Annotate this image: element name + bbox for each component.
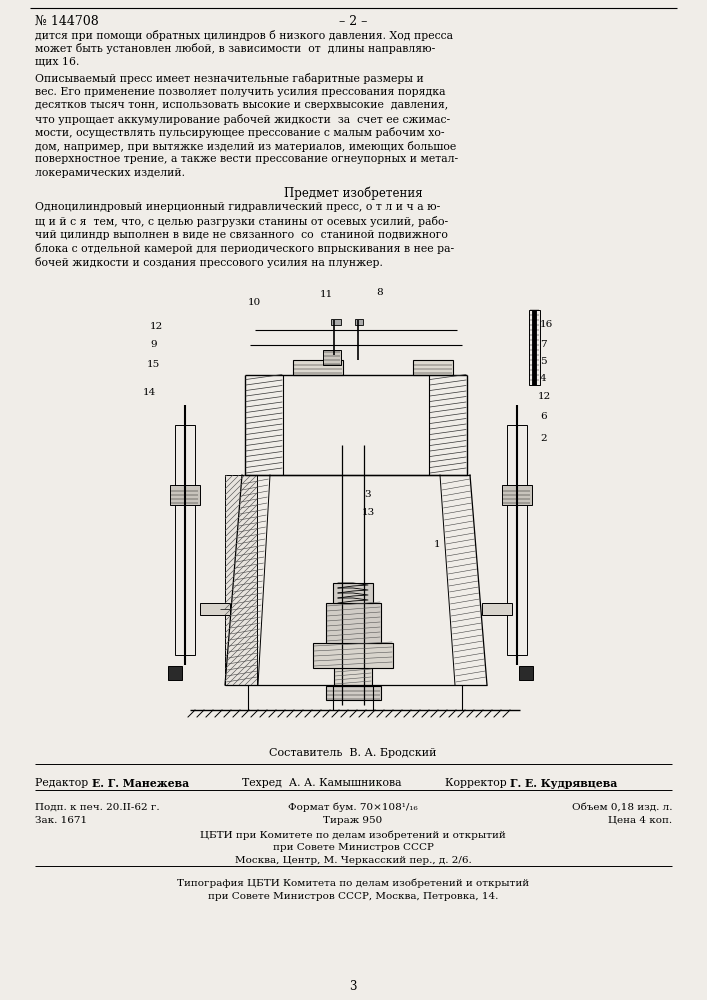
Text: Предмет изобретения: Предмет изобретения bbox=[284, 186, 422, 200]
Text: щ и й с я  тем, что, с целью разгрузки станины от осевых усилий, рабо-: щ и й с я тем, что, с целью разгрузки ст… bbox=[35, 216, 448, 227]
Text: 7: 7 bbox=[540, 340, 547, 349]
Bar bbox=[293, 360, 343, 375]
Text: 9: 9 bbox=[150, 340, 157, 349]
Text: Цена 4 коп.: Цена 4 коп. bbox=[608, 816, 672, 825]
Text: Одноцилиндровый инерционный гидравлический пресс, о т л и ч а ю-: Одноцилиндровый инерционный гидравлическ… bbox=[35, 202, 440, 213]
Bar bbox=[331, 319, 341, 325]
Text: 14: 14 bbox=[143, 388, 156, 397]
Text: дится при помощи обратных цилиндров б низкого давления. Ход пресса: дится при помощи обратных цилиндров б ни… bbox=[35, 30, 453, 41]
Text: Составитель  В. А. Бродский: Составитель В. А. Бродский bbox=[269, 748, 437, 758]
Text: Москва, Центр, М. Черкасский пер., д. 2/6.: Москва, Центр, М. Черкасский пер., д. 2/… bbox=[235, 856, 472, 865]
Text: № 144708: № 144708 bbox=[35, 15, 99, 28]
Text: Типография ЦБТИ Комитета по делам изобретений и открытий: Типография ЦБТИ Комитета по делам изобре… bbox=[177, 879, 529, 888]
Text: 13: 13 bbox=[362, 508, 375, 517]
Text: Подп. к печ. 20.II-62 г.: Подп. к печ. 20.II-62 г. bbox=[35, 803, 160, 812]
Text: 12: 12 bbox=[150, 322, 163, 331]
Bar bbox=[323, 350, 341, 365]
Text: 16: 16 bbox=[540, 320, 554, 329]
Text: Описываемый пресс имеет незначительные габаритные размеры и: Описываемый пресс имеет незначительные г… bbox=[35, 74, 423, 85]
Text: 3: 3 bbox=[349, 980, 357, 993]
Text: 10: 10 bbox=[248, 298, 262, 307]
Bar bbox=[225, 475, 257, 685]
Bar bbox=[529, 310, 540, 385]
Text: поверхностное трение, а также вести прессование огнеупорных и метал-: поверхностное трение, а также вести прес… bbox=[35, 154, 458, 164]
Text: локерамических изделий.: локерамических изделий. bbox=[35, 168, 185, 178]
Bar bbox=[482, 603, 512, 615]
Bar bbox=[200, 603, 230, 615]
Text: блока с отдельной камерой для периодического впрыскивания в нее ра-: блока с отдельной камерой для периодичес… bbox=[35, 243, 454, 254]
Text: 12: 12 bbox=[538, 392, 551, 401]
Text: Корректор: Корректор bbox=[445, 778, 514, 788]
Text: десятков тысяч тонн, использовать высокие и сверхвысокие  давления,: десятков тысяч тонн, использовать высоки… bbox=[35, 101, 448, 110]
Text: Объем 0,18 изд. л.: Объем 0,18 изд. л. bbox=[571, 803, 672, 812]
Text: щих 16.: щих 16. bbox=[35, 57, 79, 67]
Text: 2: 2 bbox=[540, 434, 547, 443]
Bar bbox=[326, 603, 381, 643]
Bar bbox=[502, 485, 532, 505]
Text: Тираж 950: Тираж 950 bbox=[323, 816, 382, 825]
Text: ЦБТИ при Комитете по делам изобретений и открытий: ЦБТИ при Комитете по делам изобретений и… bbox=[200, 830, 506, 840]
Text: 6: 6 bbox=[540, 412, 547, 421]
Bar bbox=[507, 425, 527, 655]
Bar bbox=[519, 666, 533, 680]
Text: вес. Его применение позволяет получить усилия прессования порядка: вес. Его применение позволяет получить у… bbox=[35, 87, 445, 97]
Text: 8: 8 bbox=[376, 288, 382, 297]
Text: чий цилиндр выполнен в виде не связанного  со  станиной подвижного: чий цилиндр выполнен в виде не связанног… bbox=[35, 230, 448, 239]
Text: Техред  А. А. Камышникова: Техред А. А. Камышникова bbox=[242, 778, 402, 788]
Bar bbox=[334, 668, 372, 686]
Text: 5: 5 bbox=[540, 357, 547, 366]
Text: Редактор: Редактор bbox=[35, 778, 92, 788]
Text: при Совете Министров СССР: при Совете Министров СССР bbox=[273, 843, 433, 852]
Bar bbox=[313, 643, 393, 668]
Bar bbox=[168, 666, 182, 680]
Bar bbox=[413, 360, 453, 375]
Text: Формат бум. 70×108¹/₁₆: Формат бум. 70×108¹/₁₆ bbox=[288, 803, 418, 812]
Text: что упрощает аккумулирование рабочей жидкости  за  счет ее сжимас-: что упрощает аккумулирование рабочей жид… bbox=[35, 114, 450, 125]
Text: бочей жидкости и создания прессового усилия на плунжер.: бочей жидкости и создания прессового уси… bbox=[35, 256, 383, 267]
Text: мости, осуществлять пульсирующее прессование с малым рабочим хо-: мости, осуществлять пульсирующее прессов… bbox=[35, 127, 445, 138]
Bar bbox=[175, 425, 195, 655]
Text: 4: 4 bbox=[540, 374, 547, 383]
Text: 15: 15 bbox=[147, 360, 160, 369]
Text: Г. Е. Кудрявцева: Г. Е. Кудрявцева bbox=[510, 778, 617, 789]
Bar bbox=[355, 319, 363, 325]
Text: дом, например, при вытяжке изделий из материалов, имеющих большое: дом, например, при вытяжке изделий из ма… bbox=[35, 141, 456, 152]
Bar bbox=[170, 485, 200, 505]
Text: при Совете Министров СССР, Москва, Петровка, 14.: при Совете Министров СССР, Москва, Петро… bbox=[208, 892, 498, 901]
Text: – 2 –: – 2 – bbox=[339, 15, 367, 28]
Text: может быть установлен любой, в зависимости  от  длины направляю-: может быть установлен любой, в зависимос… bbox=[35, 43, 436, 54]
Text: Е. Г. Манежева: Е. Г. Манежева bbox=[92, 778, 189, 789]
Bar bbox=[333, 583, 373, 603]
Text: 1: 1 bbox=[434, 540, 440, 549]
Text: 11: 11 bbox=[320, 290, 333, 299]
Text: 3: 3 bbox=[364, 490, 370, 499]
Bar bbox=[326, 686, 381, 700]
Text: Зак. 1671: Зак. 1671 bbox=[35, 816, 87, 825]
